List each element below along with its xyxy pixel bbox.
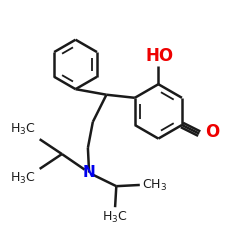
Text: N: N xyxy=(83,165,96,180)
Text: H$_3$C: H$_3$C xyxy=(102,210,128,225)
Text: CH$_3$: CH$_3$ xyxy=(142,178,168,192)
Text: H$_3$C: H$_3$C xyxy=(10,171,35,186)
Text: H$_3$C: H$_3$C xyxy=(10,122,35,137)
Text: O: O xyxy=(205,124,219,142)
Text: HO: HO xyxy=(145,47,173,65)
